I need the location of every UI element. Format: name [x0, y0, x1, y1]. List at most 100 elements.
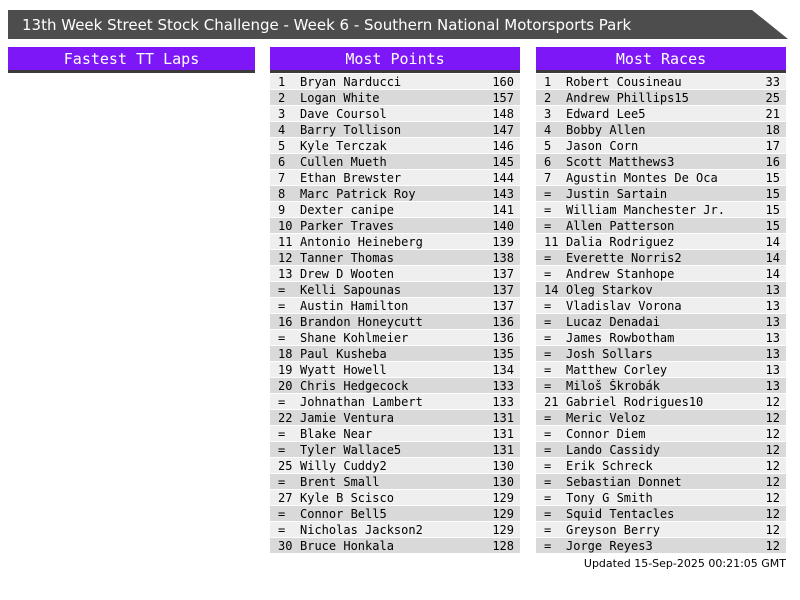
- table-row: 27 Kyle B Scisco 129: [270, 490, 520, 505]
- row-rank: =: [544, 474, 552, 489]
- row-rank: =: [544, 298, 552, 313]
- row-value: 15: [765, 170, 780, 185]
- table-row: = Josh Sollars 13: [536, 346, 786, 361]
- table-row: = Andrew Stanhope 14: [536, 266, 786, 281]
- row-value: 21: [765, 106, 780, 121]
- row-value: 143: [492, 186, 514, 201]
- row-rank: 2: [278, 90, 286, 105]
- row-value: 133: [492, 394, 514, 409]
- row-rank: =: [544, 250, 552, 265]
- row-value: 15: [765, 202, 780, 217]
- table-row: 21 Gabriel Rodrigues10 12: [536, 394, 786, 409]
- row-rank: =: [544, 458, 552, 473]
- row-rank: =: [544, 410, 552, 425]
- row-rank: =: [544, 346, 552, 361]
- row-rank: 4: [278, 122, 286, 137]
- table-row: 18 Paul Kusheba 135: [270, 346, 520, 361]
- event-title-banner: 13th Week Street Stock Challenge - Week …: [8, 10, 788, 39]
- row-value: 133: [492, 378, 514, 393]
- row-name: Bruce Honkala: [300, 538, 394, 553]
- row-name: Kelli Sapounas: [300, 282, 402, 297]
- row-rank: =: [544, 186, 552, 201]
- table-row: 25 Willy Cuddy2 130: [270, 458, 520, 473]
- row-value: 12: [765, 490, 780, 505]
- row-value: 135: [492, 346, 514, 361]
- row-name: Justin Sartain: [566, 186, 668, 201]
- row-value: 15: [765, 218, 780, 233]
- row-name: Willy Cuddy2: [300, 458, 387, 473]
- row-value: 18: [765, 122, 780, 137]
- row-rank: 5: [278, 138, 286, 153]
- row-rank: 16: [278, 314, 293, 329]
- row-name: Connor Diem: [566, 426, 646, 441]
- row-name: Dave Coursol: [300, 106, 387, 121]
- row-name: Andrew Phillips15: [566, 90, 689, 105]
- table-row: 2 Andrew Phillips15 25: [536, 90, 786, 105]
- table-row: 5 Kyle Terczak 146: [270, 138, 520, 153]
- row-value: 12: [765, 522, 780, 537]
- table-row: = Blake Near 131: [270, 426, 520, 441]
- table-row: 5 Jason Corn 17: [536, 138, 786, 153]
- row-name: Brandon Honeycutt: [300, 314, 423, 329]
- table-row: = Austin Hamilton 137: [270, 298, 520, 313]
- row-name: Barry Tollison: [300, 122, 402, 137]
- row-rank: 18: [278, 346, 293, 361]
- table-row: 3 Dave Coursol 148: [270, 106, 520, 121]
- row-value: 144: [492, 170, 514, 185]
- last-updated-timestamp: Updated 15-Sep-2025 00:21:05 GMT: [583, 557, 786, 570]
- row-rank: =: [278, 522, 286, 537]
- row-name: Jorge Reyes3: [566, 538, 653, 553]
- most-points-table: 1 Bryan Narducci 160 2 Logan White 157 3 Dave C…: [270, 74, 520, 553]
- table-row: = Meric Veloz 12: [536, 410, 786, 425]
- row-name: Gabriel Rodrigues10: [566, 394, 704, 409]
- row-name: Greyson Berry: [566, 522, 660, 537]
- table-row: = Tyler Wallace5 131: [270, 442, 520, 457]
- row-rank: 12: [278, 250, 293, 265]
- table-row: 10 Parker Traves 140: [270, 218, 520, 233]
- row-rank: 25: [278, 458, 293, 473]
- table-row: = Nicholas Jackson2 129: [270, 522, 520, 537]
- table-row: 2 Logan White 157: [270, 90, 520, 105]
- row-name: Bryan Narducci: [300, 74, 402, 89]
- section-header-fastest-tt-laps: Fastest TT Laps: [8, 47, 255, 73]
- row-rank: 19: [278, 362, 293, 377]
- row-rank: =: [544, 202, 552, 217]
- section-header-label: Most Races: [615, 49, 707, 68]
- row-name: Paul Kusheba: [300, 346, 387, 361]
- row-rank: 7: [278, 170, 286, 185]
- table-row: = Justin Sartain 15: [536, 186, 786, 201]
- row-value: 130: [492, 458, 514, 473]
- row-name: Austin Hamilton: [300, 298, 409, 313]
- row-name: Parker Traves: [300, 218, 394, 233]
- row-rank: =: [544, 362, 552, 377]
- row-name: Kyle Terczak: [300, 138, 387, 153]
- row-name: Jamie Ventura: [300, 410, 394, 425]
- row-rank: =: [544, 378, 552, 393]
- row-rank: 22: [278, 410, 293, 425]
- row-name: William Manchester Jr.: [566, 202, 725, 217]
- event-title: 13th Week Street Stock Challenge - Week …: [22, 15, 632, 34]
- row-value: 131: [492, 442, 514, 457]
- row-value: 146: [492, 138, 514, 153]
- table-row: 8 Marc Patrick Roy 143: [270, 186, 520, 201]
- row-name: James Rowbotham: [566, 330, 675, 345]
- table-row: = Shane Kohlmeier 136: [270, 330, 520, 345]
- row-name: Lando Cassidy: [566, 442, 660, 457]
- row-name: Dexter canipe: [300, 202, 394, 217]
- row-value: 128: [492, 538, 514, 553]
- table-row: = James Rowbotham 13: [536, 330, 786, 345]
- row-name: Matthew Corley: [566, 362, 668, 377]
- row-rank: =: [278, 506, 286, 521]
- row-value: 12: [765, 394, 780, 409]
- table-row: 19 Wyatt Howell 134: [270, 362, 520, 377]
- table-row: = Miloš Škrobák 13: [536, 378, 786, 393]
- row-name: Nicholas Jackson2: [300, 522, 423, 537]
- row-name: Ethan Brewster: [300, 170, 402, 185]
- table-row: = Kelli Sapounas 137: [270, 282, 520, 297]
- row-rank: 10: [278, 218, 293, 233]
- table-row: = Erik Schreck 12: [536, 458, 786, 473]
- row-value: 130: [492, 474, 514, 489]
- row-value: 12: [765, 410, 780, 425]
- row-rank: =: [544, 490, 552, 505]
- table-row: 6 Scott Matthews3 16: [536, 154, 786, 169]
